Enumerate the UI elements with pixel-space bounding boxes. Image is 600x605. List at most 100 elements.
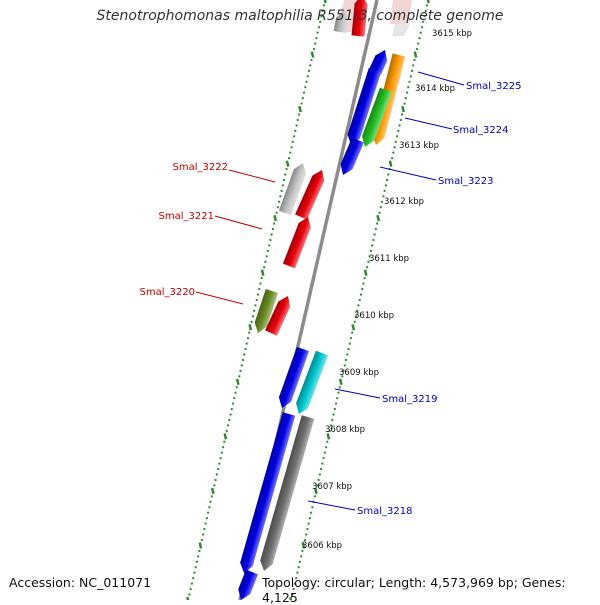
gene-label-leader bbox=[417, 71, 465, 86]
track-major-tick bbox=[186, 596, 190, 600]
gene-label-leader bbox=[404, 117, 453, 130]
kbp-tick-label: 3614 kbp bbox=[415, 84, 455, 94]
track-dot bbox=[410, 69, 414, 73]
faded-gene bbox=[392, 24, 410, 36]
track-dot bbox=[297, 566, 300, 569]
track-dot bbox=[204, 522, 207, 525]
track-dot bbox=[354, 315, 358, 318]
track-dot bbox=[320, 15, 323, 18]
gene-label: Smal_3224 bbox=[453, 125, 508, 136]
track-dot bbox=[282, 178, 286, 182]
track-dot bbox=[319, 20, 322, 23]
track-dot bbox=[307, 522, 310, 525]
track-dot bbox=[257, 287, 261, 291]
track-dot bbox=[372, 238, 375, 242]
gene-labels: Smal_3225 Smal_3224 Smal_3223 Smal_3222 Smal… bbox=[140, 71, 521, 517]
track-dot bbox=[270, 233, 273, 236]
track-dot bbox=[357, 304, 360, 307]
track-dot bbox=[336, 396, 339, 400]
kbp-tick-label: 3611 kbp bbox=[369, 254, 409, 264]
track-major-tick bbox=[273, 214, 278, 222]
track-dot bbox=[219, 456, 222, 460]
track-dot bbox=[191, 576, 195, 580]
track-major-tick bbox=[223, 433, 228, 440]
track-dot bbox=[362, 282, 365, 285]
track-dot bbox=[195, 560, 199, 563]
track-dot bbox=[272, 222, 276, 225]
track-dot bbox=[231, 402, 235, 405]
track-dot bbox=[400, 113, 404, 116]
track-major-tick bbox=[285, 160, 290, 167]
track-dot bbox=[341, 375, 344, 378]
track-dot bbox=[318, 473, 322, 476]
track-dot bbox=[306, 75, 309, 78]
track-dot bbox=[363, 276, 366, 280]
track-dot bbox=[317, 26, 321, 29]
track-dot bbox=[244, 347, 247, 351]
track-dot bbox=[334, 402, 338, 405]
gene-label: Smal_3221 bbox=[159, 211, 214, 222]
track-dot bbox=[264, 260, 267, 263]
track-dot bbox=[266, 249, 270, 253]
gene-arrow bbox=[238, 569, 259, 600]
track-dot bbox=[408, 80, 411, 83]
track-dot bbox=[316, 31, 319, 34]
track-dot bbox=[301, 549, 304, 553]
track-dot bbox=[365, 266, 369, 269]
gene-label: Smal_3220 bbox=[140, 287, 195, 298]
track-dot bbox=[189, 587, 192, 591]
track-dot bbox=[275, 211, 278, 214]
track-dot bbox=[200, 538, 204, 542]
track-dot bbox=[310, 58, 313, 62]
track-dot bbox=[293, 582, 297, 585]
track-dot bbox=[260, 276, 263, 280]
track-major-tick bbox=[289, 596, 293, 600]
track-dot bbox=[238, 375, 241, 378]
track-dot bbox=[277, 200, 281, 203]
track-dot bbox=[315, 36, 318, 40]
track-dot bbox=[291, 593, 294, 596]
track-dot bbox=[210, 495, 214, 498]
track-dot bbox=[280, 189, 283, 193]
track-dot bbox=[317, 478, 320, 482]
track-dot bbox=[322, 4, 326, 7]
right-dotted-track bbox=[289, 0, 430, 600]
track-dot bbox=[344, 358, 348, 362]
gene-label: Smal_3222 bbox=[173, 162, 228, 173]
track-dot bbox=[223, 440, 226, 443]
track-dot bbox=[303, 538, 307, 542]
track-dot bbox=[254, 304, 257, 307]
track-dot bbox=[205, 516, 209, 520]
track-dot bbox=[228, 418, 231, 422]
kbp-tick-label: 3613 kbp bbox=[399, 141, 439, 151]
gene-arrow bbox=[351, 0, 368, 37]
track-dot bbox=[248, 331, 251, 334]
track-dot bbox=[245, 342, 248, 345]
track-dot bbox=[220, 451, 224, 454]
track-dot bbox=[347, 347, 350, 351]
track-major-tick bbox=[338, 378, 343, 386]
track-dot bbox=[348, 342, 351, 345]
track-dot bbox=[403, 102, 406, 105]
track-dot bbox=[398, 124, 401, 127]
track-dot bbox=[304, 533, 308, 536]
track-dot bbox=[313, 495, 317, 498]
track-dot bbox=[328, 429, 332, 433]
track-dot bbox=[233, 396, 236, 400]
track-dot bbox=[378, 211, 381, 214]
gene-label: Smal_3218 bbox=[357, 506, 412, 517]
genome-title: Stenotrophomonas maltophilia R551-3, com… bbox=[96, 8, 504, 24]
kbp-tick-label: 3609 kbp bbox=[339, 368, 379, 378]
track-dot bbox=[404, 96, 407, 100]
track-dot bbox=[322, 456, 325, 460]
track-dot bbox=[281, 184, 285, 187]
track-dot bbox=[324, 446, 328, 449]
track-dot bbox=[374, 227, 378, 231]
track-dot bbox=[298, 560, 302, 563]
track-dot bbox=[419, 31, 422, 34]
track-dot bbox=[393, 146, 396, 149]
track-dot bbox=[221, 446, 225, 449]
track-dot bbox=[216, 467, 220, 471]
track-dot bbox=[292, 135, 296, 138]
track-major-tick bbox=[326, 433, 331, 440]
